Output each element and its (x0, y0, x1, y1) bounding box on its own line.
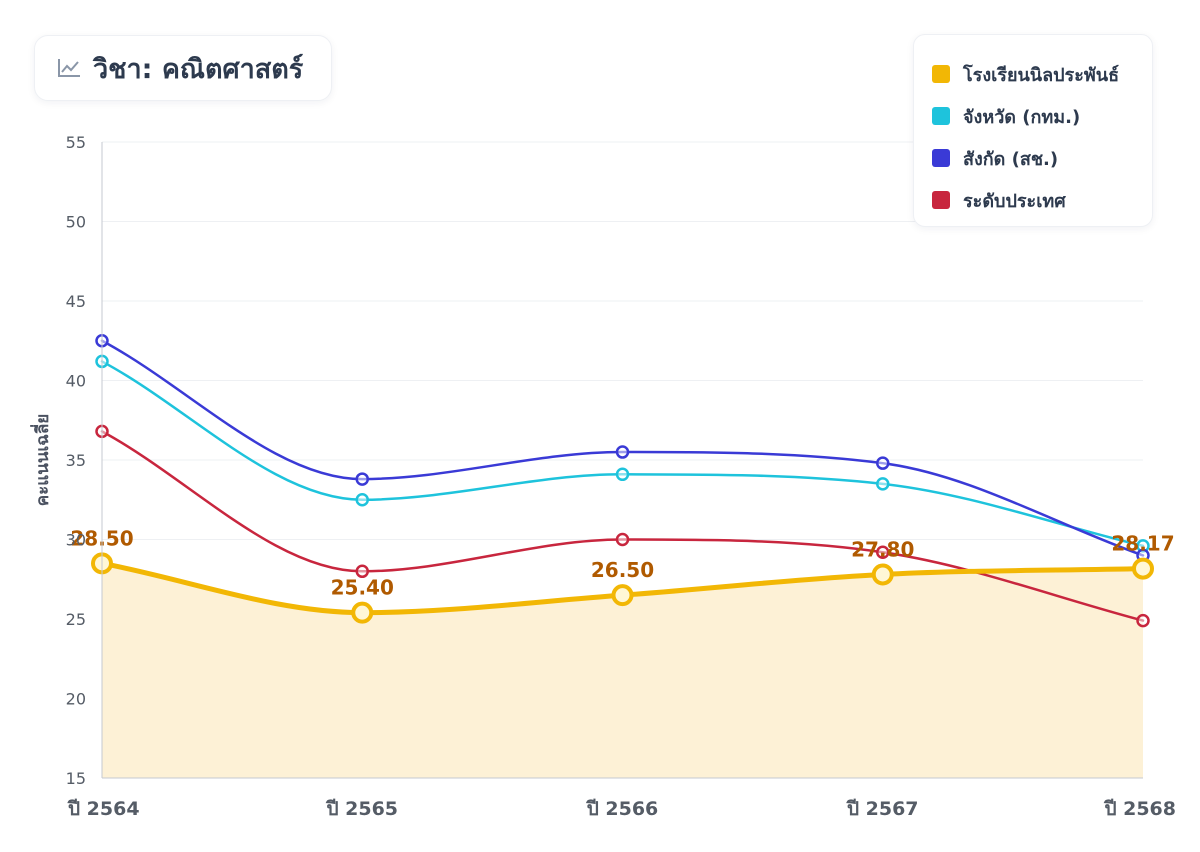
legend-item-province[interactable]: จังหวัด (กทม.) (932, 95, 1152, 137)
data-label-school: 27.80 (851, 537, 914, 561)
y-tick-label: 20 (66, 690, 86, 709)
data-label-school: 26.50 (591, 558, 654, 582)
data-point-nation (1136, 613, 1150, 628)
chart-title-card: วิชา: คณิตศาสตร์ (34, 35, 332, 101)
data-point-affiliation (615, 445, 630, 459)
data-point-school (871, 563, 894, 586)
y-tick-label: 30 (66, 531, 86, 550)
data-label-school: 28.17 (1111, 532, 1174, 556)
x-tick-label: ปี 2568 (1104, 798, 1176, 820)
x-tick-label: ปี 2564 (67, 798, 139, 820)
y-tick-label: 15 (66, 769, 86, 788)
chart-legend: โรงเรียนนิลประพันธ์ จังหวัด (กทม.) สังกั… (913, 34, 1153, 227)
legend-swatch-affiliation (932, 149, 950, 167)
legend-swatch-province (932, 107, 950, 125)
y-axis-title: คะแนนเฉลี่ย (30, 414, 53, 506)
data-point-province (615, 467, 630, 482)
data-label-school: 25.40 (331, 576, 394, 600)
data-point-school (611, 584, 634, 607)
x-tick-label: ปี 2565 (326, 798, 398, 820)
legend-item-school[interactable]: โรงเรียนนิลประพันธ์ (932, 53, 1152, 95)
legend-label-school: โรงเรียนนิลประพันธ์ (963, 64, 1120, 86)
y-tick-label: 45 (66, 292, 86, 311)
x-tick-label: ปี 2567 (846, 798, 918, 820)
x-tick-label: ปี 2566 (586, 798, 658, 820)
legend-item-affiliation[interactable]: สังกัด (สช.) (932, 137, 1152, 179)
y-tick-label: 50 (66, 213, 86, 232)
y-tick-label: 35 (66, 451, 86, 470)
data-point-school (1132, 557, 1154, 580)
legend-item-nation[interactable]: ระดับประเทศ (932, 179, 1152, 221)
chart-line-icon (58, 59, 80, 77)
legend-label-affiliation: สังกัด (สช.) (963, 148, 1059, 170)
data-point-nation (355, 564, 369, 579)
data-point-nation (615, 532, 630, 547)
y-tick-label: 55 (66, 133, 86, 152)
data-point-province (355, 493, 369, 507)
data-point-affiliation (355, 472, 369, 486)
y-tick-label: 25 (66, 610, 86, 629)
legend-label-nation: ระดับประเทศ (963, 190, 1066, 212)
data-point-school (351, 601, 374, 624)
legend-swatch-school (932, 65, 950, 83)
data-point-province (876, 477, 890, 491)
legend-label-province: จังหวัด (กทม.) (963, 106, 1081, 128)
data-point-nation (876, 545, 890, 559)
legend-swatch-nation (932, 191, 950, 209)
y-tick-label: 40 (66, 372, 86, 391)
chart-title: วิชา: คณิตศาสตร์ (93, 53, 304, 85)
data-point-affiliation (876, 456, 890, 470)
